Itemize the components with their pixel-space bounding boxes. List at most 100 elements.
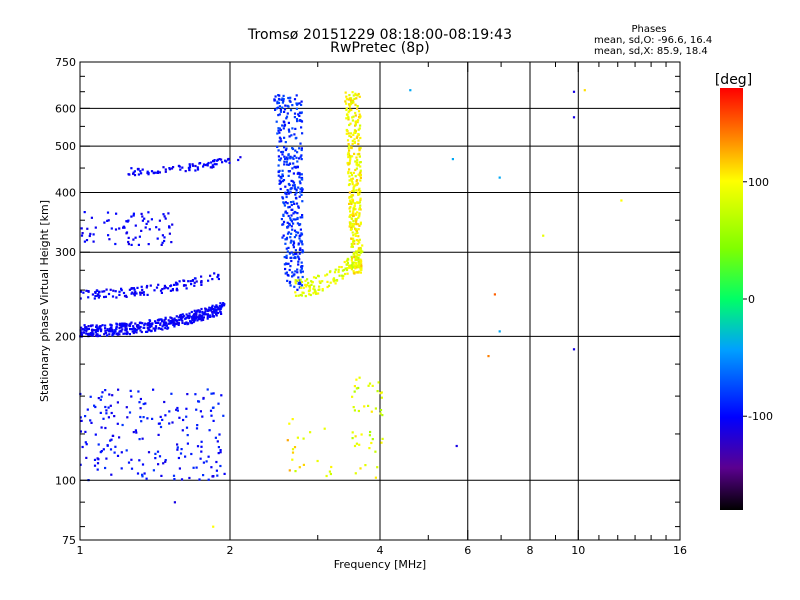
scatter-point-O: [168, 422, 171, 425]
scatter-point-O: [285, 254, 288, 257]
scatter-point-O: [189, 320, 193, 323]
scatter-point-X: [359, 147, 362, 150]
scatter-point-O: [138, 235, 141, 238]
scatter-point-X: [329, 472, 332, 476]
scatter-point-O: [289, 155, 292, 158]
scatter-point-O: [172, 320, 175, 323]
scatter-point-O: [79, 290, 83, 293]
scatter-point-O: [122, 291, 126, 295]
scatter-point-O: [154, 325, 158, 328]
scatter-point-O: [292, 162, 295, 165]
scatter-point-O: [95, 334, 98, 337]
scatter-point-X: [354, 234, 357, 237]
scatter-point-O: [118, 290, 121, 293]
scatter-point-O: [295, 107, 298, 110]
scatter-point-O: [184, 170, 187, 173]
scatter-point-X: [347, 170, 350, 173]
scatter-point-O: [154, 326, 157, 329]
scatter-point-O: [279, 109, 282, 112]
scatter-point-O: [118, 227, 121, 230]
scatter-point-O: [199, 162, 202, 165]
scatter-point-isolated: [487, 355, 490, 358]
scatter-point-X: [357, 409, 360, 413]
scatter-point-O: [90, 333, 93, 337]
scatter-point-O: [104, 295, 107, 298]
scatter-point-O: [132, 171, 135, 174]
scatter-point-O: [183, 322, 186, 325]
scatter-point-X: [356, 191, 359, 194]
scatter-point-X: [326, 273, 329, 276]
scatter-point-X: [300, 294, 303, 297]
scatter-point-O: [164, 414, 167, 417]
scatter-point-O: [175, 319, 178, 322]
scatter-point-O: [298, 147, 301, 150]
scatter-point-O: [277, 170, 280, 174]
scatter-point-O: [190, 315, 193, 318]
scatter-point-O: [170, 167, 174, 170]
scatter-point-X: [349, 108, 352, 111]
scatter-point-O: [193, 317, 196, 321]
scatter-point-O: [158, 228, 161, 231]
scatter-point-O: [287, 190, 290, 193]
scatter-point-X: [350, 268, 353, 271]
scatter-point-O: [297, 260, 300, 263]
scatter-point-X: [352, 186, 355, 189]
scatter-point-O: [219, 451, 222, 454]
scatter-point-O: [210, 414, 213, 417]
scatter-point-O: [296, 255, 299, 258]
scatter-point-X: [321, 289, 324, 292]
scatter-point-O: [143, 326, 146, 329]
scatter-point-O: [132, 287, 135, 290]
scatter-point-O: [175, 408, 178, 411]
scatter-point-O: [216, 308, 219, 311]
scatter-point-O: [301, 132, 304, 135]
scatter-point-O: [120, 451, 123, 454]
scatter-point-O: [292, 243, 295, 247]
scatter-point-O: [130, 395, 133, 398]
scatter-point-O: [170, 321, 173, 324]
scatter-point-X: [355, 97, 358, 100]
scatter-point-O: [157, 463, 160, 466]
scatter-point-X: [354, 121, 357, 124]
scatter-point-isolated: [583, 89, 586, 92]
scatter-point-O: [79, 463, 82, 466]
scatter-point-O: [119, 322, 122, 325]
scatter-point-O: [213, 272, 216, 275]
scatter-point-O: [82, 331, 85, 334]
scatter-point-X: [355, 255, 358, 258]
scatter-point-O: [181, 316, 184, 319]
scatter-point-O: [292, 181, 296, 184]
scatter-point-X: [349, 222, 352, 225]
scatter-point-X: [357, 110, 361, 113]
scatter-point-O: [145, 477, 148, 480]
scatter-point-X: [360, 266, 363, 269]
scatter-point-O: [204, 310, 207, 313]
x-axis-label: Frequency [MHz]: [334, 558, 426, 571]
scatter-point-X: [359, 223, 362, 226]
scatter-point-X: [350, 242, 353, 246]
scatter-point-O: [99, 411, 102, 414]
scatter-point-O: [164, 170, 167, 173]
scatter-point-X: [347, 98, 350, 101]
scatter-point-X: [310, 280, 313, 283]
scatter-point-O: [167, 319, 170, 322]
scatter-point-O: [190, 452, 193, 456]
scatter-point-X: [338, 265, 341, 269]
scatter-point-O: [293, 229, 297, 232]
scatter-point-O: [296, 120, 299, 123]
scatter-point-O: [285, 256, 288, 259]
scatter-point-O: [298, 157, 301, 160]
scatter-point-X: [347, 172, 350, 175]
scatter-point-O: [286, 104, 289, 107]
scatter-point-O: [181, 429, 184, 432]
scatter-point-O: [215, 314, 218, 317]
scatter-point-O: [193, 309, 196, 312]
scatter-point-X: [356, 264, 359, 267]
scatter-point-O: [279, 110, 283, 113]
scatter-point-X: [351, 223, 355, 226]
scatter-point-O: [292, 222, 295, 225]
scatter-point-O: [278, 131, 281, 134]
scatter-point-O: [172, 166, 175, 169]
scatter-point-O: [97, 296, 100, 299]
scatter-point-O: [220, 303, 224, 306]
